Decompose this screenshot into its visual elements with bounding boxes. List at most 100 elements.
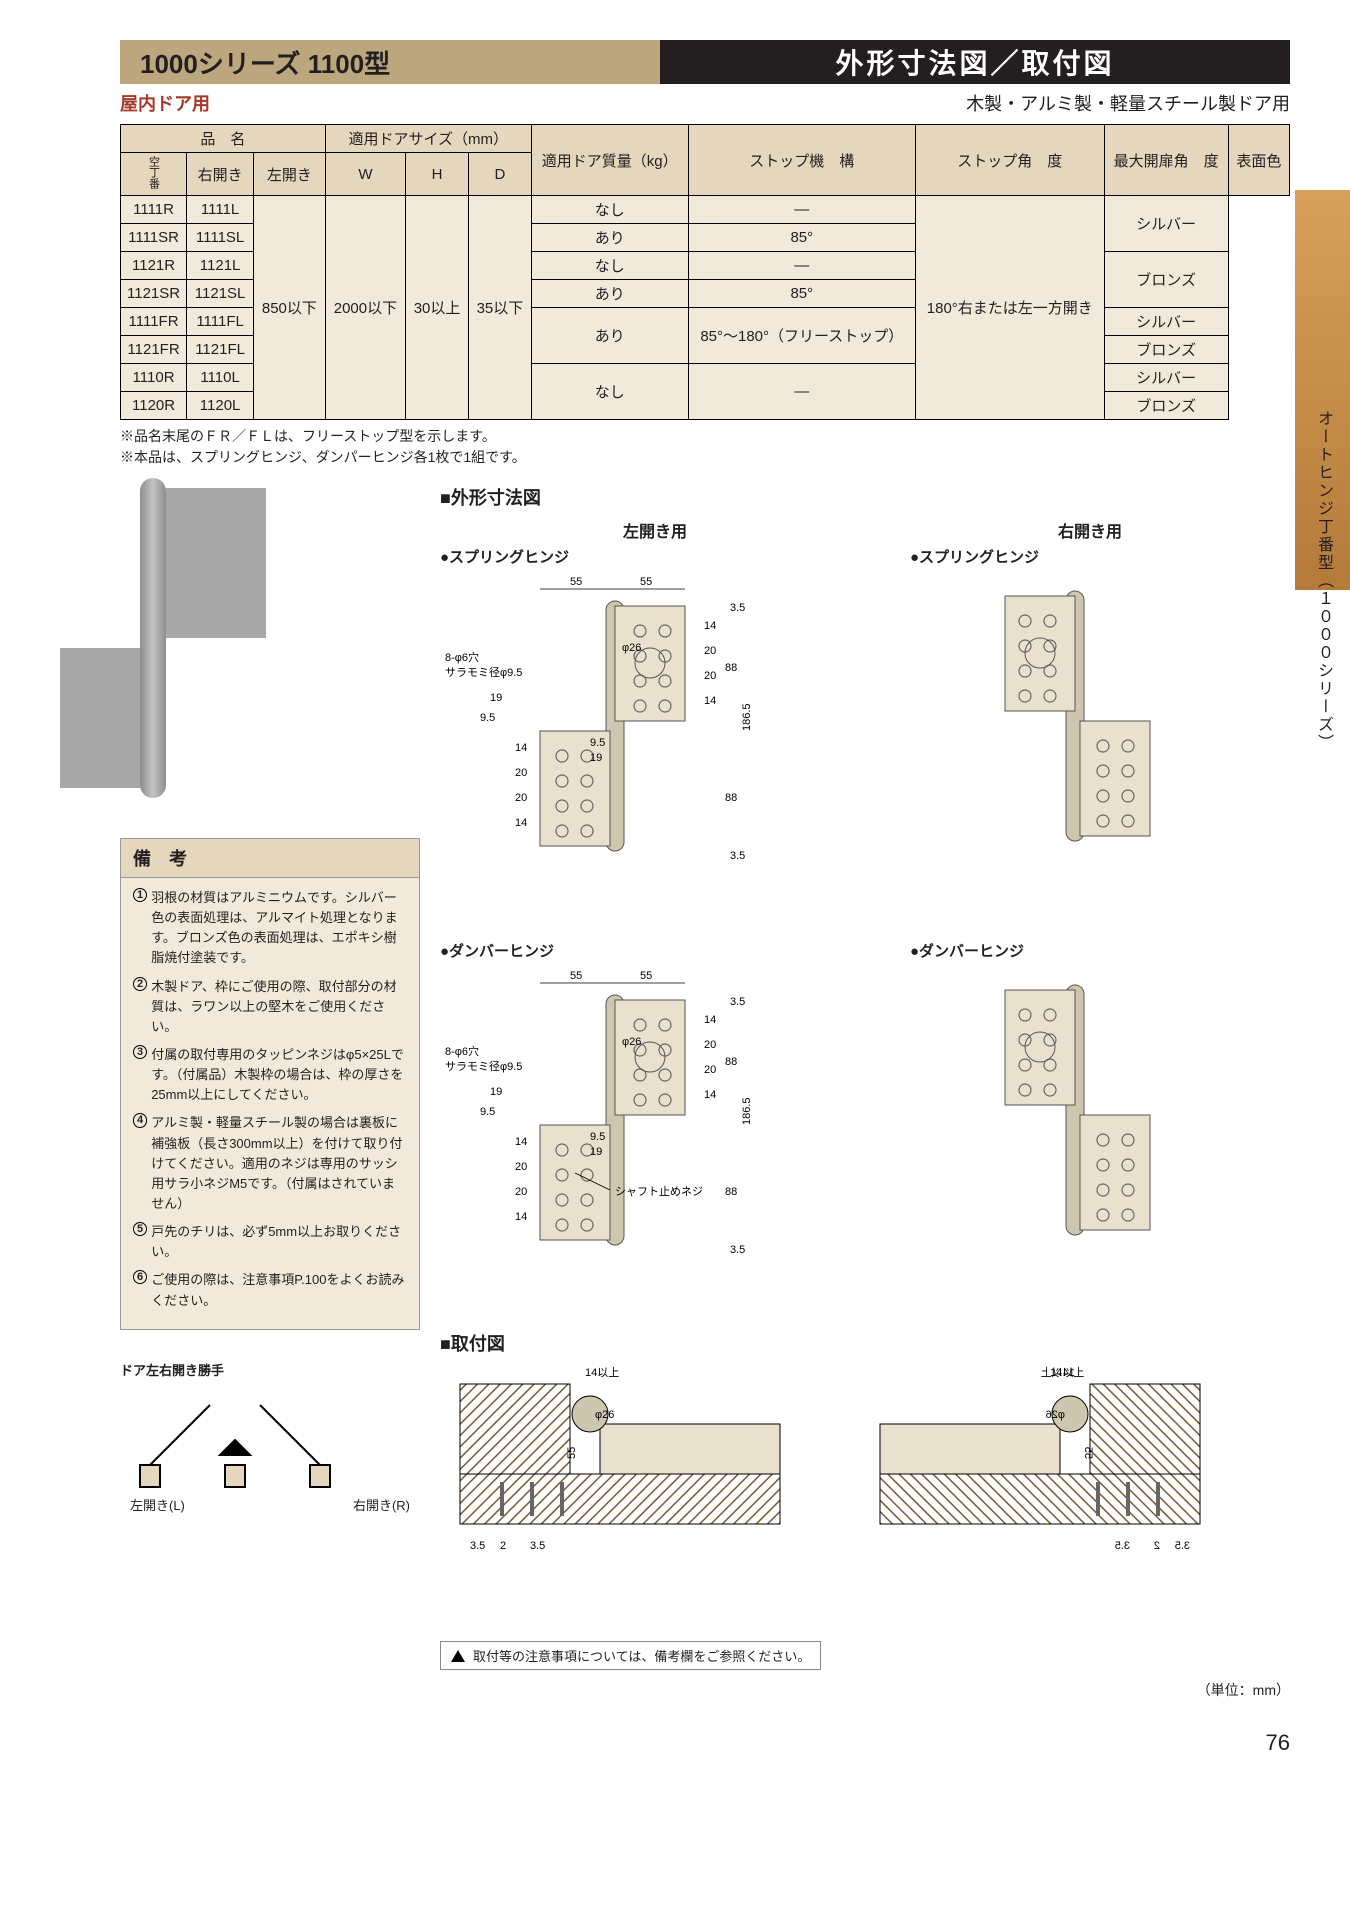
svg-text:14以上: 14以上 [585,1366,619,1379]
th-H: H [406,153,469,196]
svg-text:3.5: 3.5 [1115,1540,1130,1552]
svg-text:55: 55 [640,576,652,588]
svg-text:20: 20 [515,1161,527,1173]
svg-text:9.5: 9.5 [590,737,605,749]
remarks-heading: 備 考 [120,838,420,878]
note-2: ※本品は、スプリングヒンジ、ダンパーヒンジ各1枚で1組です。 [120,447,1290,468]
svg-text:3.5: 3.5 [730,602,745,614]
svg-text:φ26: φ26 [595,1409,614,1421]
col-left-use: 左開き用 [440,518,870,542]
svg-text:14: 14 [704,620,716,632]
svg-text:55: 55 [570,970,582,982]
th-vert: 空丁番 [121,153,187,196]
svg-text:20: 20 [704,1039,716,1051]
svg-text:20: 20 [704,1064,716,1076]
svg-text:19: 19 [490,1086,502,1098]
spec-table: 品 名 適用ドアサイズ（mm） 適用ドア質量（kg） ストップ機 構 ストップ角… [120,124,1290,420]
th-D: D [468,153,531,196]
footer-caution: 取付等の注意事項については、備考欄をご参照ください。 [440,1641,821,1670]
svg-text:サラモミ径φ9.5: サラモミ径φ9.5 [445,666,522,679]
label-spring-l: ●スプリングヒンジ [440,546,870,567]
svg-text:14: 14 [515,817,527,829]
col-right-use: 右開き用 [910,518,1270,542]
svg-text:φ26: φ26 [622,642,641,654]
side-vertical-label: オートヒンジ丁番型（１０００シリーズ） [1311,410,1335,752]
svg-text:14: 14 [704,695,716,707]
warning-icon [451,1650,465,1662]
svg-text:9.5: 9.5 [480,1106,495,1118]
table-row: 1110R [121,364,187,392]
svg-text:3.5: 3.5 [1175,1540,1190,1552]
subheader: 屋内ドア用 木製・アルミ製・軽量スチール製ドア用 [120,90,1290,116]
svg-text:14: 14 [515,1136,527,1148]
svg-text:19: 19 [590,752,602,764]
svg-text:20: 20 [704,670,716,682]
remark-item: 木製ドア、枠にご使用の際、取付部分の材質は、ラワン以上の堅木をご使用ください。 [133,977,407,1037]
section-outline: ■外形寸法図 [440,484,1290,510]
th-color: 表面色 [1228,125,1289,196]
svg-text:55: 55 [1082,1447,1094,1459]
svg-text:20: 20 [704,645,716,657]
svg-text:8-φ6穴: 8-φ6穴 [445,1044,479,1058]
svg-text:3.5: 3.5 [530,1540,545,1552]
remark-item: ご使用の際は、注意事項P.100をよくお読みください。 [133,1270,407,1310]
diag-left-damper: 55 55 8-φ6穴サラモミ径φ9.5 19 9.5 φ26 3.5 14 20 20 14 88 1… [440,965,870,1310]
svg-text:88: 88 [725,1186,737,1198]
header-series: 1000シリーズ 1100型 [120,40,660,84]
th-stop: ストップ機 構 [688,125,915,196]
th-angle: ストップ角 度 [916,125,1105,196]
svg-text:2: 2 [500,1540,506,1552]
svg-text:186.5: 186.5 [741,703,753,731]
svg-text:3.5: 3.5 [730,850,745,862]
svg-text:88: 88 [725,792,737,804]
subheader-left: 屋内ドア用 [120,90,210,116]
unit-note: （単位：mm） [440,1680,1290,1700]
table-row: 1111R [121,196,187,224]
header-title: 外形寸法図／取付図 [660,40,1290,84]
table-notes: ※品名末尾のＦＲ／ＦＬは、フリーストップ型を示します。 ※本品は、スプリングヒン… [120,426,1290,468]
table-row: 1121SR [121,280,187,308]
svg-text:14: 14 [515,1211,527,1223]
svg-text:19: 19 [490,692,502,704]
svg-text:14: 14 [704,1014,716,1026]
th-doorsize: 適用ドアサイズ（mm） [325,125,531,153]
footer-caution-text: 取付等の注意事項については、備考欄をご参照ください。 [473,1646,810,1665]
svg-text:φ26: φ26 [1046,1409,1065,1421]
photo-knuckle [140,478,166,798]
remarks-list: 羽根の材質はアルミニウムです。シルバー色の表面処理は、アルマイト処理となります。… [120,878,420,1330]
svg-text:88: 88 [725,1056,737,1068]
diag-right-spring [910,571,1270,876]
th-right: 右開き [187,153,254,196]
svg-text:55: 55 [640,970,652,982]
door-lr-diagram: ドア左右開き勝手 左開き(L) 右開き(R) [120,1360,420,1514]
svg-text:3.5: 3.5 [730,996,745,1008]
diag-right-damper [910,965,1270,1270]
svg-text:20: 20 [515,792,527,804]
svg-text:2: 2 [1154,1540,1160,1552]
table-row: 1121R [121,252,187,280]
page-number: 76 [120,1730,1290,1756]
svg-text:14: 14 [515,742,527,754]
diag-left-spring: 55558-φ6穴サラモミ径φ9.5199.5φ263.514202014881… [440,571,870,916]
mount-diag-right: 14以上φ26553.523.514以上 [860,1364,1220,1629]
photo-leaf-top [166,488,266,638]
header-row: 1000シリーズ 1100型 外形寸法図／取付図 [120,40,1290,84]
remark-item: 戸先のチリは、必ず5mm以上お取りください。 [133,1222,407,1262]
remark-item: 羽根の材質はアルミニウムです。シルバー色の表面処理は、アルマイト処理となります。… [133,888,407,969]
remark-item: 付属の取付専用のタッピンネジはφ5×25Lです。（付属品）木製枠の場合は、枠の厚… [133,1045,407,1105]
subheader-right: 木製・アルミ製・軽量スチール製ドア用 [966,90,1290,116]
table-row: 1121FR [121,336,187,364]
product-photo [120,478,350,798]
svg-text:φ26: φ26 [622,1036,641,1048]
svg-text:20: 20 [515,767,527,779]
svg-text:55: 55 [566,1447,578,1459]
lr-left-label: 左開き(L) [130,1495,185,1514]
mount-diag-left: 14以上 φ26 55 3.5 2 3.5 [440,1364,800,1629]
table-row: 1111SR [121,224,187,252]
svg-text:3.5: 3.5 [470,1540,485,1552]
svg-text:サラモミ径φ9.5: サラモミ径φ9.5 [445,1060,522,1073]
svg-text:9.5: 9.5 [590,1131,605,1143]
label-damper-l: ●ダンバーヒンジ [440,940,870,961]
th-left: 左開き [254,153,326,196]
lr-right-label: 右開き(R) [353,1495,410,1514]
